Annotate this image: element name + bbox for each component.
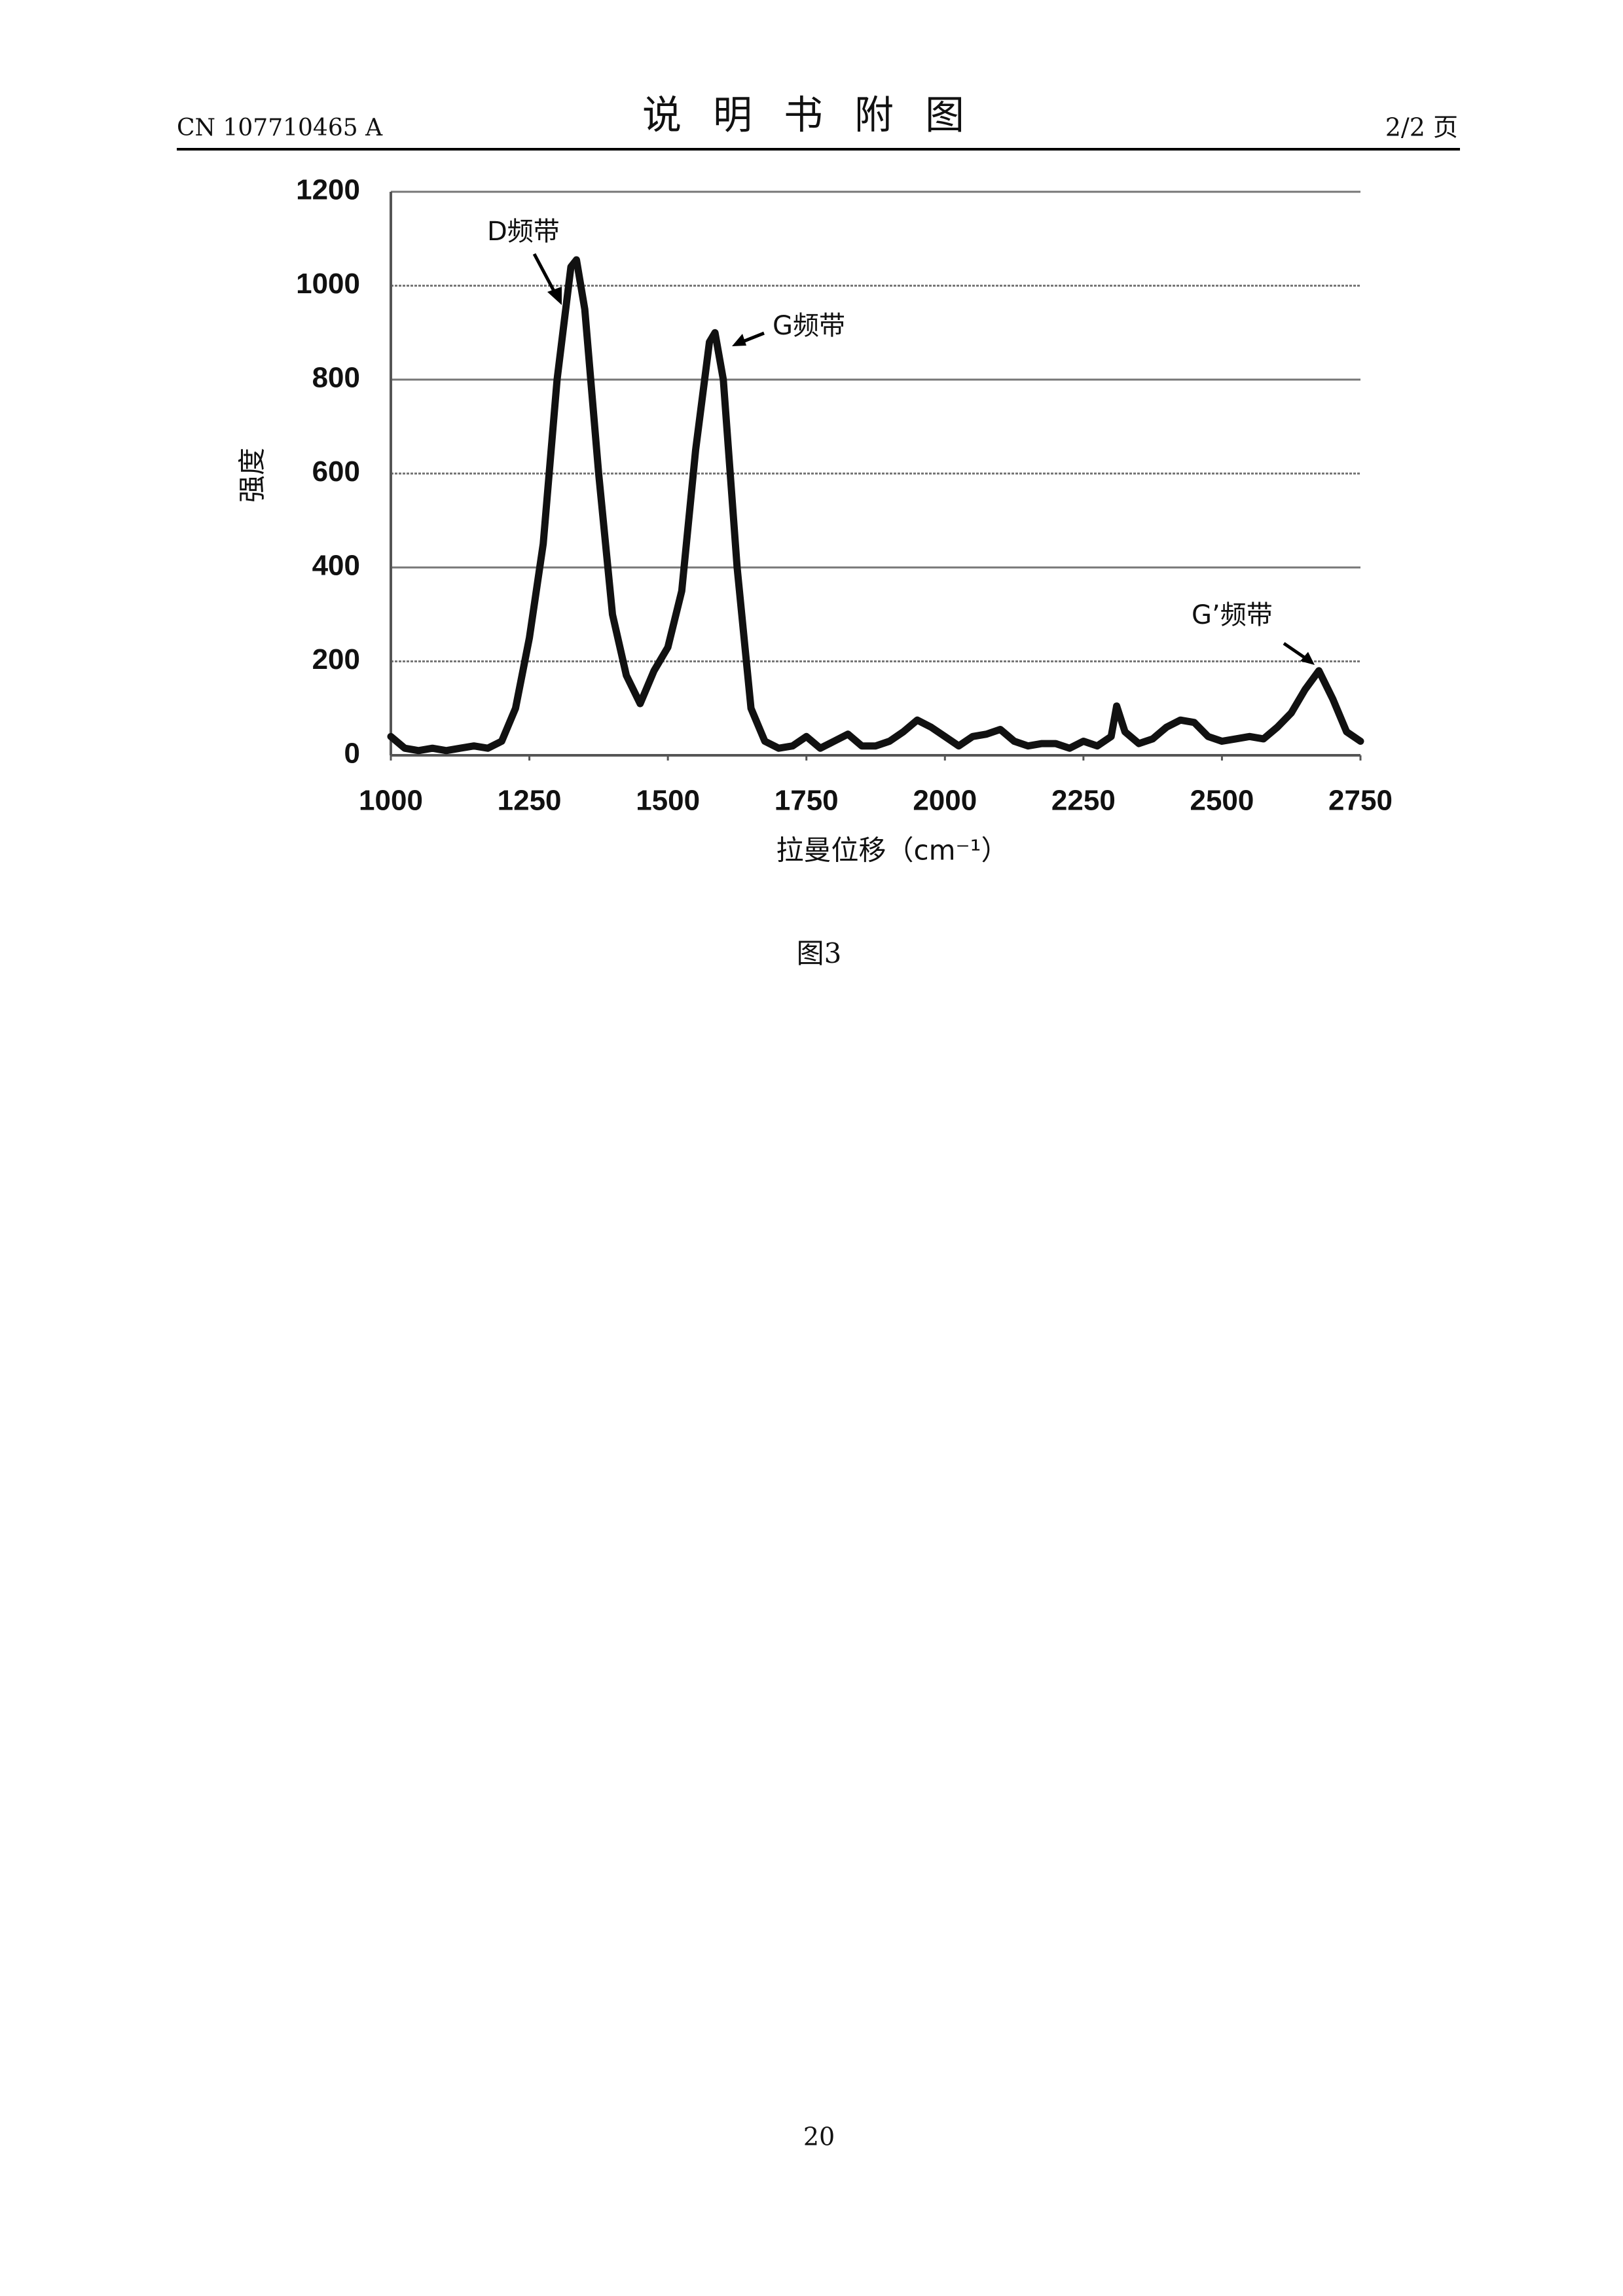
x-axis-label: 拉曼位移（cm⁻¹） xyxy=(776,834,1008,867)
arrowhead xyxy=(547,287,562,305)
y-tick-label: 1000 xyxy=(296,268,360,300)
y-tick-label: 600 xyxy=(312,456,360,488)
arrowhead xyxy=(732,334,746,346)
annotation: G’频带 xyxy=(1192,600,1273,630)
x-tick-label: 1750 xyxy=(775,785,839,817)
y-tick-label: 800 xyxy=(312,362,360,394)
x-tick-label: 2500 xyxy=(1190,785,1254,817)
x-tick-label: 2250 xyxy=(1051,785,1116,817)
arrow xyxy=(1283,641,1308,661)
chart: 0 200 400 600 800 1000 1200 1000 1250 1500 1750 200… xyxy=(296,174,1393,817)
header-title: 说明书附图 xyxy=(642,93,996,139)
x-tick-label: 1000 xyxy=(359,785,423,817)
header-left: CN 107710465 A xyxy=(177,115,383,141)
annotation: G频带 xyxy=(773,311,845,341)
annotation: D频带 xyxy=(487,217,560,247)
header-right: 2/2 页 xyxy=(1385,113,1458,142)
arrow xyxy=(532,253,558,297)
x-tick-label: 2000 xyxy=(913,785,977,817)
y-axis-label: 强度 xyxy=(236,448,268,503)
y-tick-label: 200 xyxy=(312,643,360,675)
x-tick-label: 2750 xyxy=(1328,785,1393,817)
y-tick-label: 400 xyxy=(312,550,360,582)
x-tick-label: 1500 xyxy=(636,785,700,817)
figure-caption: 图3 xyxy=(797,937,842,969)
arrowhead xyxy=(1300,652,1315,665)
spectrum-line xyxy=(387,256,1364,755)
x-tick-label: 1250 xyxy=(498,785,562,817)
y-tick-label: 1200 xyxy=(296,174,360,206)
page-number: 20 xyxy=(803,2123,835,2151)
y-tick-label: 0 xyxy=(344,738,360,770)
arrow xyxy=(740,331,765,344)
